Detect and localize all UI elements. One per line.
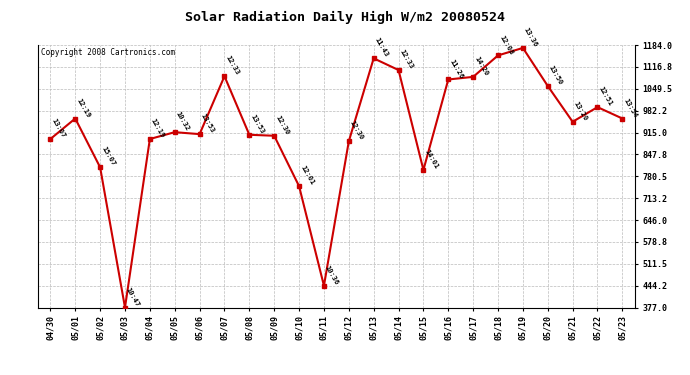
- Text: 12:30: 12:30: [274, 114, 290, 136]
- Text: 13:53: 13:53: [199, 113, 215, 134]
- Text: 12:30: 12:30: [349, 120, 364, 141]
- Text: Solar Radiation Daily High W/m2 20080524: Solar Radiation Daily High W/m2 20080524: [185, 11, 505, 24]
- Text: 12:19: 12:19: [75, 97, 91, 118]
- Text: 12:19: 12:19: [150, 118, 166, 139]
- Text: 14:01: 14:01: [424, 148, 440, 170]
- Text: 11:43: 11:43: [374, 37, 389, 58]
- Text: 13:20: 13:20: [573, 100, 589, 122]
- Text: 12:51: 12:51: [598, 86, 613, 107]
- Text: 13:36: 13:36: [523, 27, 539, 48]
- Text: 12:33: 12:33: [399, 49, 415, 70]
- Text: 10:32: 10:32: [175, 111, 190, 132]
- Text: 12:01: 12:01: [299, 165, 315, 186]
- Text: 13:53: 13:53: [249, 113, 265, 135]
- Text: Copyright 2008 Cartronics.com: Copyright 2008 Cartronics.com: [41, 48, 175, 57]
- Text: 12:08: 12:08: [498, 34, 514, 56]
- Text: 13:50: 13:50: [548, 64, 564, 86]
- Text: 10:47: 10:47: [125, 286, 141, 308]
- Text: 11:26: 11:26: [448, 58, 464, 80]
- Text: 12:33: 12:33: [224, 55, 240, 76]
- Text: 15:07: 15:07: [100, 146, 116, 167]
- Text: 14:20: 14:20: [473, 56, 489, 77]
- Text: 13:07: 13:07: [50, 118, 66, 139]
- Text: 10:36: 10:36: [324, 264, 339, 286]
- Text: 13:54: 13:54: [622, 97, 638, 118]
